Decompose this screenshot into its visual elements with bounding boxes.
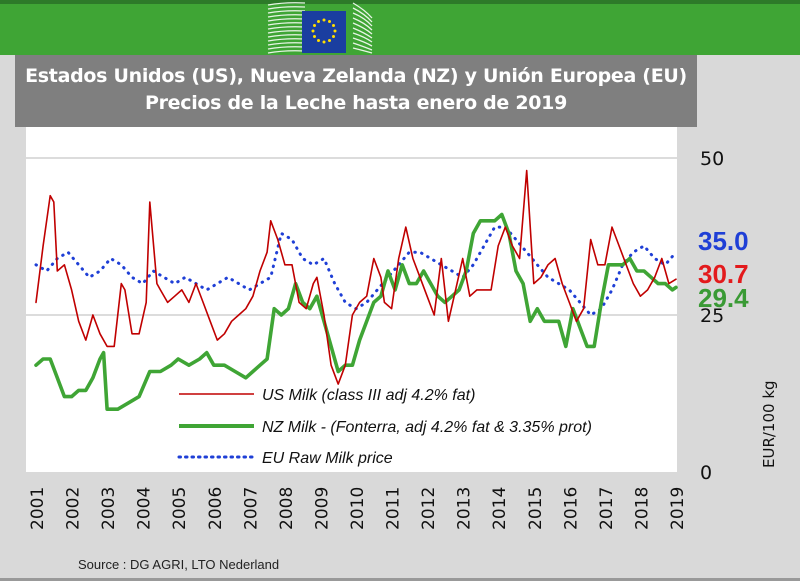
y-tick-label: 50 bbox=[700, 148, 724, 170]
chart-title: Estados Unidos (US), Nueva Zelanda (NZ) … bbox=[15, 55, 697, 127]
x-tick-label: 2018 bbox=[632, 487, 652, 530]
x-tick-label: 2007 bbox=[241, 487, 261, 530]
y-axis-label: EUR/100 kg bbox=[760, 380, 778, 468]
x-tick-label: 2006 bbox=[206, 487, 226, 530]
title-line-2: Precios de la Leche hasta enero de 2019 bbox=[144, 92, 568, 114]
end-value-label: 35.0 bbox=[698, 226, 749, 256]
european-commission-logo bbox=[267, 2, 373, 54]
building-stripes-left bbox=[267, 2, 306, 54]
x-tick-label: 2001 bbox=[28, 487, 48, 530]
x-tick-label: 2005 bbox=[170, 487, 190, 530]
eu-stars-icon bbox=[311, 18, 337, 44]
end-value-label: 30.7 bbox=[698, 259, 749, 289]
legend-label-us: US Milk (class III adj 4.2% fat) bbox=[262, 387, 475, 404]
source-note: Source : DG AGRI, LTO Nederland bbox=[78, 557, 280, 572]
legend: US Milk (class III adj 4.2% fat) NZ Milk… bbox=[177, 387, 592, 467]
top-banner bbox=[0, 0, 800, 55]
x-tick-label: 2002 bbox=[64, 487, 84, 530]
x-tick-label: 2008 bbox=[277, 487, 297, 530]
bottom-divider bbox=[0, 578, 800, 581]
x-tick-label: 2012 bbox=[419, 487, 439, 530]
x-tick-label: 2009 bbox=[312, 487, 332, 530]
x-tick-label: 2015 bbox=[526, 487, 546, 530]
x-tick-label: 2019 bbox=[668, 487, 688, 530]
eu-flag bbox=[302, 11, 346, 53]
building-stripes-right bbox=[352, 2, 373, 54]
x-tick-label: 2017 bbox=[597, 487, 617, 530]
y-tick-label: 25 bbox=[700, 305, 724, 327]
x-tick-label: 2010 bbox=[348, 487, 368, 530]
series-line-nz bbox=[34, 212, 678, 411]
end-value-label: 29.4 bbox=[698, 283, 749, 313]
title-line-1: Estados Unidos (US), Nueva Zelanda (NZ) … bbox=[25, 65, 687, 87]
x-tick-label: 2003 bbox=[99, 487, 119, 530]
legend-label-eu: EU Raw Milk price bbox=[262, 450, 393, 467]
x-tick-label: 2013 bbox=[455, 487, 475, 530]
legend-label-nz: NZ Milk - (Fonterra, adj 4.2% fat & 3.35… bbox=[262, 419, 592, 436]
x-tick-label: 2014 bbox=[490, 487, 510, 530]
y-tick-label: 0 bbox=[700, 462, 712, 484]
x-tick-label: 2016 bbox=[561, 487, 581, 530]
x-tick-label: 2011 bbox=[384, 487, 404, 530]
series-line-eu bbox=[34, 225, 678, 317]
series-line-us bbox=[35, 169, 677, 385]
x-tick-label: 2004 bbox=[135, 487, 155, 530]
plot-area bbox=[26, 127, 677, 472]
